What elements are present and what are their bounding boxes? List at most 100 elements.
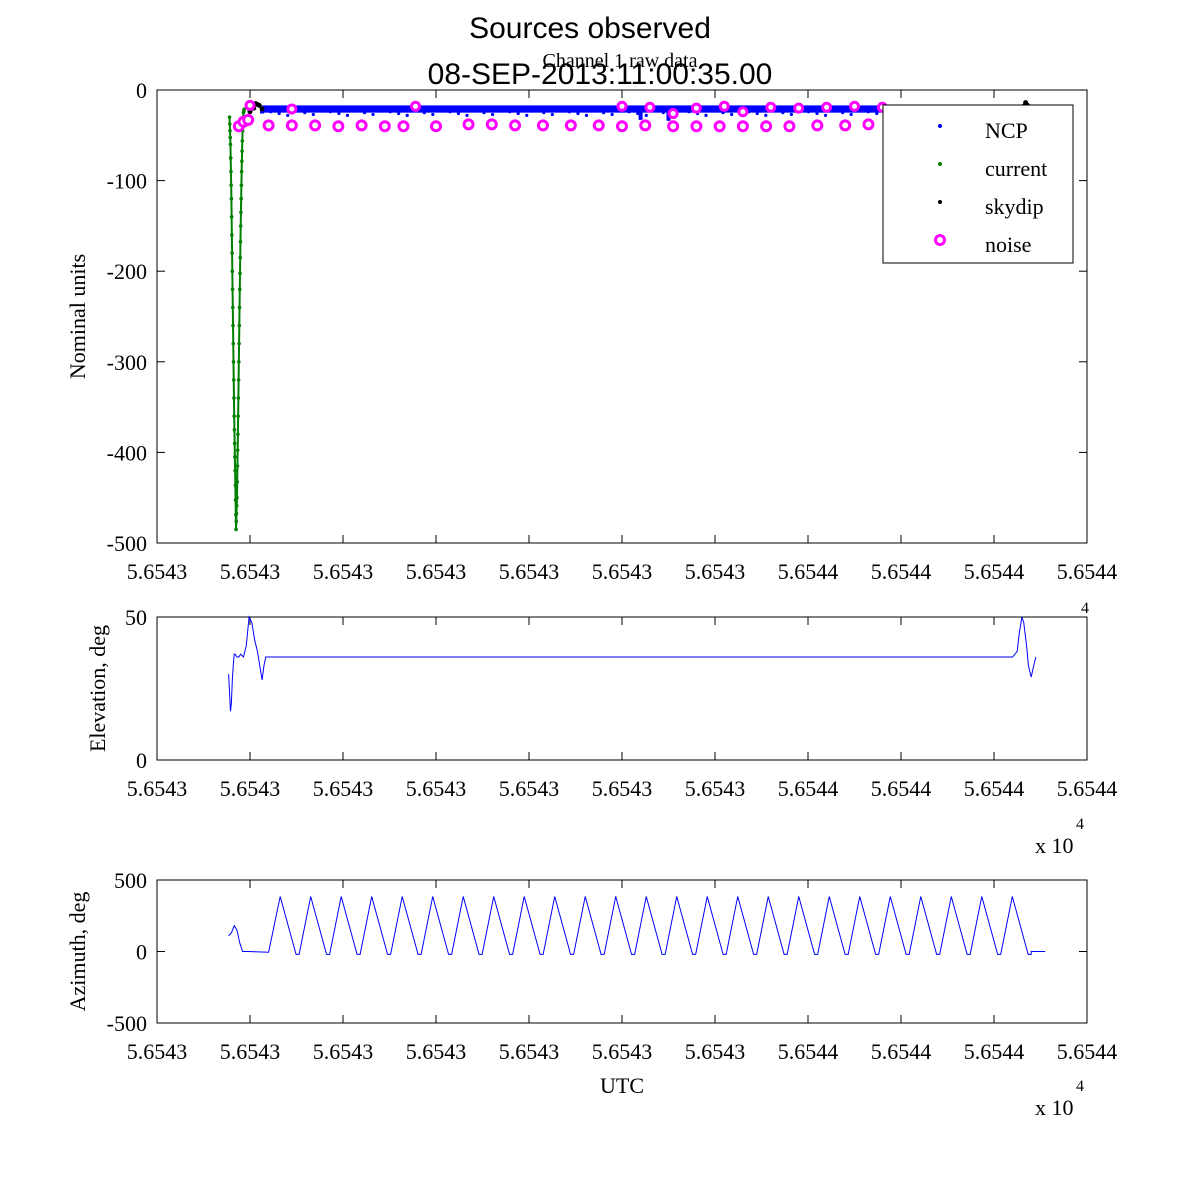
legend-entry-ncp: NCP [938, 118, 1028, 143]
x-exponent-top: 4 [1081, 600, 1089, 617]
current-point [236, 414, 240, 418]
current-point [239, 210, 243, 215]
plot-area [156, 879, 1088, 1024]
ncp-point [781, 111, 785, 115]
plot-area [156, 616, 1088, 761]
figure-date: 08-SEP-2013:11:00:35.00 [428, 58, 773, 91]
ncp-point [533, 109, 537, 113]
legend-entry-skydip: skydip [938, 194, 1044, 219]
ncp-point [644, 113, 648, 117]
ncp-point [601, 111, 606, 115]
x-tick-label: 5.6543 [220, 1039, 281, 1064]
ncp-point [610, 112, 614, 117]
ncp-point [755, 111, 759, 116]
x-tick-label: 5.6543 [592, 559, 653, 584]
x-tick-label: 5.6543 [220, 559, 281, 584]
noise-point-upper [644, 101, 656, 113]
ncp-point [320, 108, 324, 112]
current-point [231, 323, 235, 328]
current-point [239, 183, 244, 187]
azimuth-axes: 5.6543 5.6543 5.6543 5.6543 5.6543 5.6543 5.65… [65, 868, 1117, 1120]
noise-point-upper [718, 100, 730, 112]
ncp-point [286, 113, 290, 117]
figure-subtitle: Channel 1 raw data [543, 50, 698, 72]
ncp-point [823, 113, 828, 117]
current-point [231, 341, 236, 346]
ncp-point [482, 111, 486, 115]
current-point [229, 183, 233, 187]
skydip-point [254, 101, 260, 107]
noise-point [713, 120, 726, 133]
legend-entry-noise: noise [934, 232, 1031, 257]
current-point [238, 224, 243, 228]
noise-point [332, 120, 345, 133]
ncp-point [277, 111, 281, 116]
current-point [235, 448, 240, 452]
legend-current-marker [938, 162, 942, 166]
noise-point-upper [286, 103, 298, 115]
ncp-point [397, 111, 401, 116]
x-tick-label: 5.6543 [313, 1039, 374, 1064]
current-point [231, 378, 236, 382]
ncp-point [627, 110, 631, 114]
ncp-point [439, 108, 443, 112]
current-point [232, 396, 236, 400]
noise-point [262, 119, 275, 132]
x-tick-label: 5.6544 [871, 776, 932, 801]
current-point [233, 455, 237, 459]
y-tick-label: 0 [136, 940, 147, 965]
ncp-point [499, 108, 503, 112]
x-exponent-base: x 10 [1035, 833, 1074, 858]
noise-point-upper [849, 100, 860, 112]
ncp-point [337, 111, 341, 116]
current-point [230, 233, 234, 237]
current-point [237, 287, 242, 292]
noise-point [242, 113, 255, 126]
current-point [232, 414, 236, 418]
noise-point [485, 118, 498, 131]
x-exponent-power: 4 [1076, 1078, 1084, 1095]
current-point [237, 360, 241, 364]
x-tick-label: 5.6543 [499, 1039, 560, 1064]
y-tick-label: -500 [107, 1011, 147, 1036]
noise-point [736, 120, 749, 133]
y-tick-label: -400 [107, 440, 147, 465]
current-point [229, 169, 233, 174]
ncp-point [687, 110, 691, 114]
ncp-point [269, 110, 273, 114]
ncp-point [508, 110, 512, 114]
y-tick-label: -500 [107, 531, 147, 556]
legend-current-label: current [985, 156, 1047, 181]
ncp-point [789, 112, 793, 117]
x-tick-label: 5.6543 [685, 776, 746, 801]
current-point [242, 107, 246, 112]
current-point [231, 360, 236, 364]
ncp-point [473, 109, 478, 113]
ncp-point [567, 110, 572, 114]
noise-point-upper [667, 108, 679, 120]
noise-point [592, 119, 605, 132]
legend-skydip-marker [938, 200, 942, 204]
legend-noise-marker [934, 234, 946, 246]
x-tick-label: 5.6544 [964, 776, 1025, 801]
current-point [236, 432, 240, 437]
azimuth-line [228, 896, 1046, 955]
noise-point [639, 119, 652, 132]
current-point [236, 396, 241, 400]
ncp-point [841, 111, 845, 115]
noise-point-upper [244, 99, 256, 111]
current-point [234, 503, 239, 508]
current-point [236, 378, 241, 382]
x-tick-label: 5.6543 [406, 559, 467, 584]
ncp-point [448, 110, 452, 114]
y-tick-label: 0 [136, 78, 147, 103]
ncp-point [815, 111, 819, 116]
noise-point [862, 118, 875, 131]
legend-ncp-marker [938, 124, 942, 128]
noise-point [616, 120, 628, 133]
current-point [228, 135, 233, 140]
elevation-axes: 5.6543 5.6543 5.6543 5.6543 5.6543 5.6543 5.65… [85, 600, 1117, 858]
current-point [230, 251, 234, 255]
current-point [240, 159, 244, 164]
noise-point [783, 120, 796, 133]
